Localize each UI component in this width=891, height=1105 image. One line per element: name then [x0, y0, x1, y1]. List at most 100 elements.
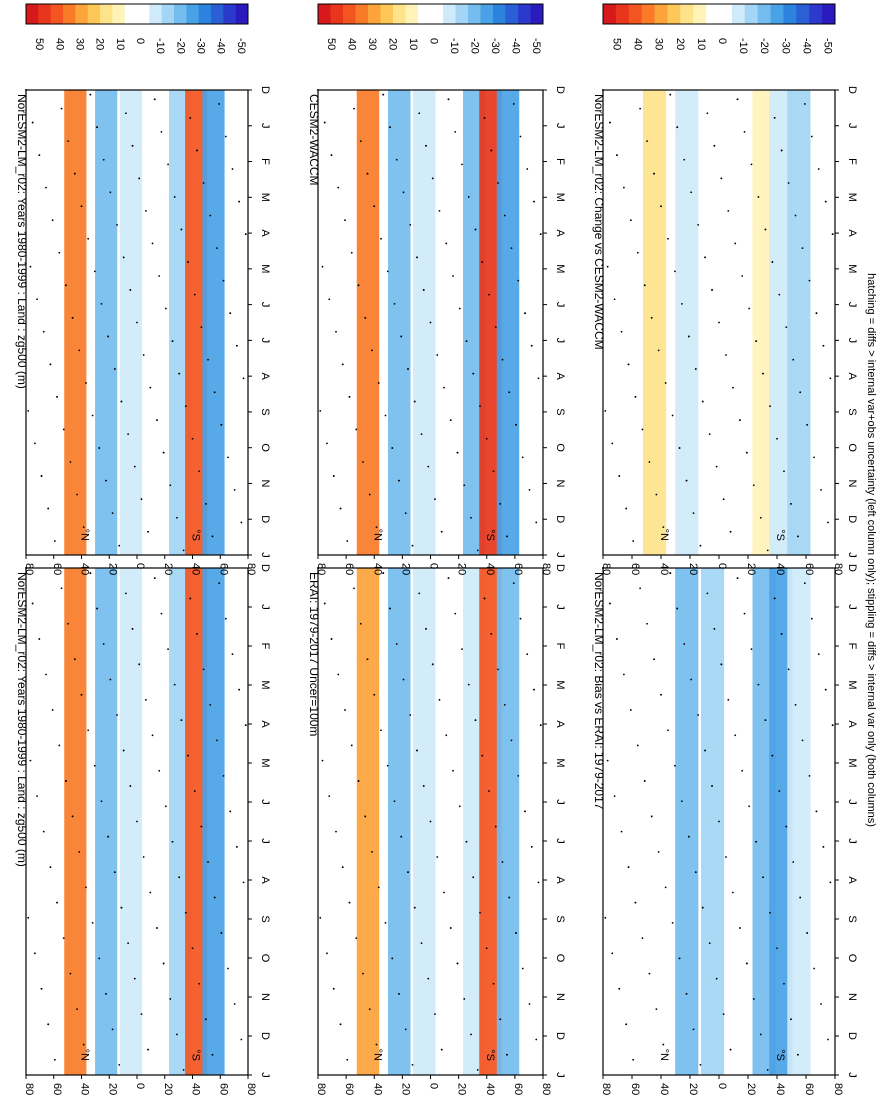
stipple-dot [708, 942, 711, 945]
stipple-dot [353, 107, 355, 110]
stipple-dot [445, 734, 448, 737]
x-tick-label: M [554, 680, 566, 689]
stipple-dot [704, 749, 706, 752]
stipple-dot [512, 582, 515, 585]
x-tick-label: D [259, 515, 271, 523]
stipple-dot [729, 1048, 732, 1051]
stipple-dot [400, 335, 403, 338]
stipple-dot [321, 759, 324, 762]
stipple-dot [118, 1063, 121, 1066]
stipple-dot [639, 107, 642, 110]
stipple-dot [769, 405, 771, 408]
colorbar-tick-label: 50 [325, 38, 337, 50]
stipple-dot [657, 349, 660, 352]
colorbar-tick-label: 0 [134, 38, 146, 44]
stipple-dot [375, 1043, 378, 1046]
colorbar-swatch [124, 4, 138, 24]
colorbar-swatch [161, 4, 175, 24]
stipple-dot [335, 830, 337, 833]
stipple-dot [701, 906, 704, 909]
stipple-dot [244, 724, 247, 727]
colorbar-swatch [186, 4, 200, 24]
y-unit-label: °N [79, 529, 91, 541]
stipple-dot [732, 386, 734, 389]
x-tick-label: S [259, 408, 271, 415]
stipple-dot [102, 643, 105, 645]
y-tick-label: 20 [456, 563, 468, 575]
stipple-dot [528, 1003, 531, 1005]
x-tick-label: A [554, 876, 566, 884]
x-tick-label: N [554, 479, 566, 487]
stipple-dot [492, 982, 495, 985]
stipple-dot [449, 927, 452, 929]
colorbar-swatch [38, 4, 52, 24]
stipple-dot [346, 540, 349, 542]
colorbar-swatch [505, 4, 519, 24]
stipple-dot [368, 493, 371, 496]
stipple-dot [127, 942, 130, 945]
stipple-dot [667, 237, 669, 240]
stipple-dot [636, 251, 639, 254]
stipple-dot [641, 937, 644, 940]
x-tick-label: D [554, 515, 566, 523]
colorbar-swatch [628, 4, 643, 24]
y-tick-label: 80 [540, 563, 552, 575]
y-tick-label: 60 [343, 1083, 355, 1095]
stipple-dot [144, 698, 147, 701]
x-tick-label: J [846, 838, 858, 844]
stipple-dot [820, 489, 822, 491]
colorbar-tick-label: -40 [509, 38, 521, 54]
stipple-dot [187, 261, 189, 263]
stipple-dot [389, 126, 391, 129]
x-tick-label: J [259, 338, 271, 344]
stipple-dot [332, 475, 335, 477]
stipple-dot [454, 130, 457, 133]
stipple-dot [519, 617, 522, 620]
x-tick-label: D [846, 1032, 858, 1040]
stipple-dot [790, 1018, 792, 1021]
colorbar-swatch [198, 4, 212, 24]
stipple-dot [785, 825, 788, 828]
stipple-dot [87, 729, 90, 732]
x-tick-label: F [259, 158, 271, 165]
stipple-dot [27, 916, 30, 919]
x-tick-label: J [846, 1072, 858, 1078]
stipple-dot [380, 237, 382, 240]
stipple-dot [62, 937, 65, 940]
stipple-dot [147, 530, 150, 533]
stipple-dot [808, 279, 811, 282]
stipple-dot [755, 840, 758, 843]
y-tick-label: 20 [456, 1083, 468, 1095]
panel-middle-right: 50 40 30 20 10 0 -10 -20 -30 -40 -50CESM2-WACCMDJF… [307, 3, 566, 575]
stipple-dot [697, 714, 700, 716]
stipple-dot [485, 437, 488, 440]
stipple-dot [474, 719, 477, 721]
stipple-dot [750, 648, 753, 651]
stipple-dot [780, 633, 783, 635]
stipple-dot [611, 442, 614, 445]
y-tick-label: 20 [745, 1083, 757, 1095]
stipple-dot [815, 810, 818, 813]
stipple-dot [776, 437, 778, 440]
stipple-dot [169, 484, 172, 487]
colorbar-swatch [783, 4, 797, 24]
y-tick-label: 80 [540, 1083, 552, 1095]
stipple-dot [169, 998, 172, 1000]
stipple-dot [218, 582, 221, 585]
stipple-dot [364, 815, 367, 818]
stipple-dot [218, 103, 221, 105]
stipple-dot [664, 382, 667, 384]
y-tick-label: 0 [716, 1083, 728, 1089]
stipple-dot [129, 785, 132, 787]
stipple-dot [40, 475, 43, 477]
stipple-dot [685, 479, 688, 482]
stipple-dot [332, 987, 335, 990]
stipple-dot [622, 673, 625, 676]
stipple-dot [357, 780, 360, 782]
stipple-dot [808, 774, 811, 777]
y-tick-label: 60 [512, 563, 524, 575]
stipple-dot [643, 284, 646, 287]
stipple-dot [120, 906, 123, 909]
colorbar-swatch [418, 4, 431, 24]
stipple-dot [51, 709, 54, 711]
